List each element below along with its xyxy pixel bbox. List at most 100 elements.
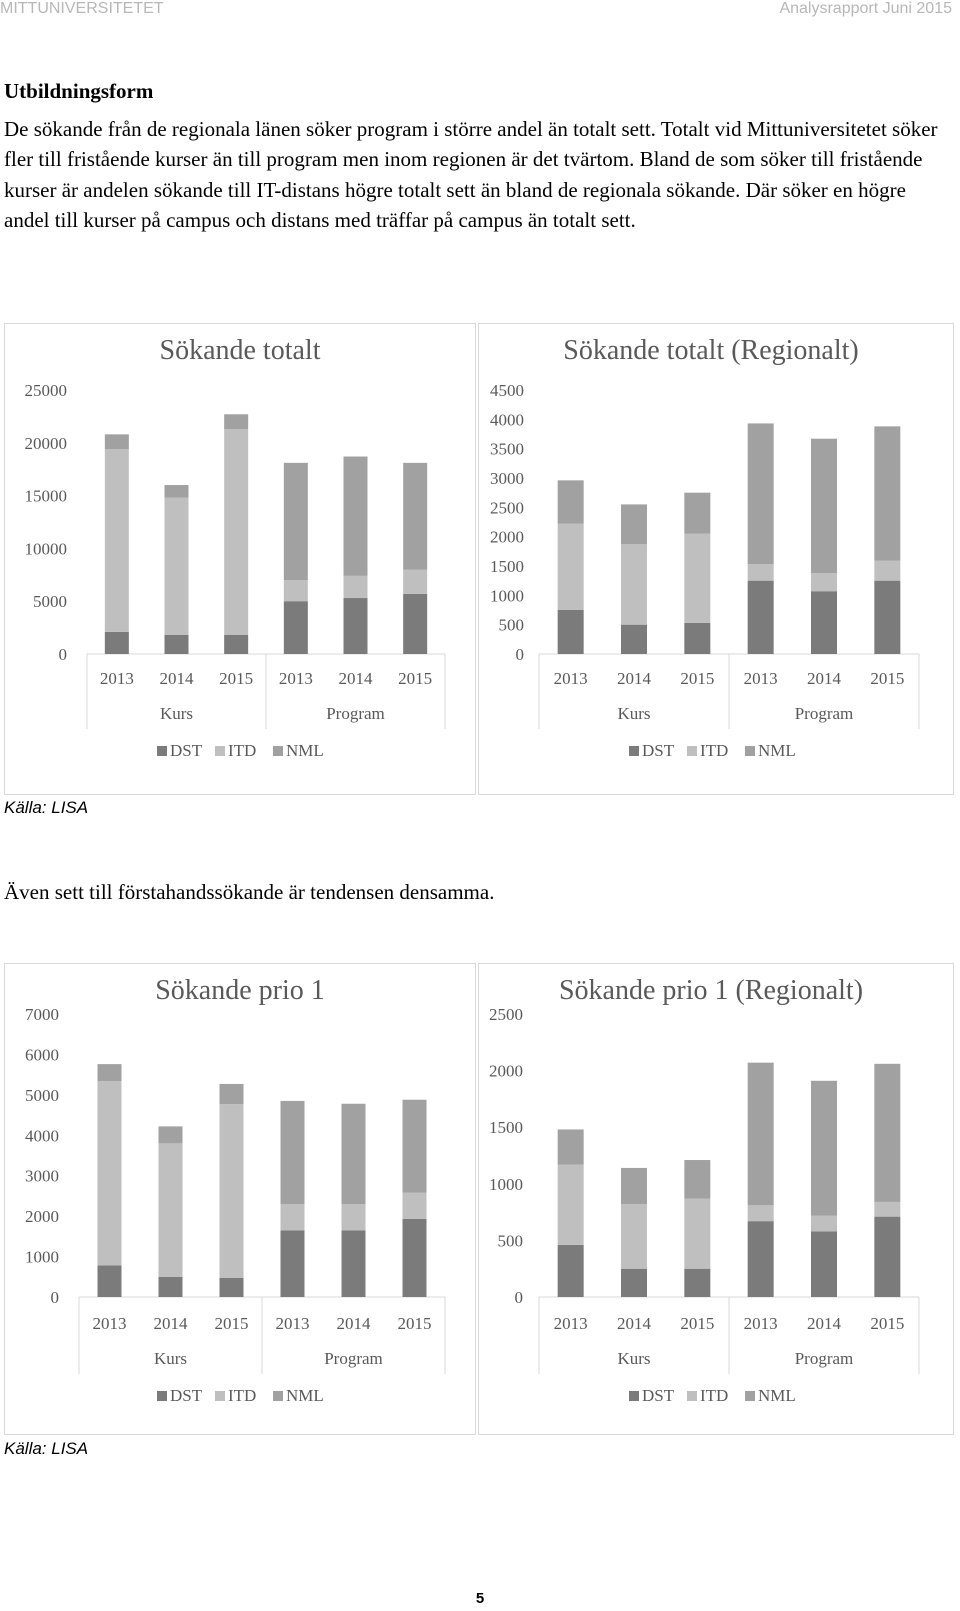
legend-label: ITD [700,1386,728,1405]
x-tick-label: 2013 [100,669,134,688]
bar-dst [621,624,647,654]
group-label: Program [326,704,385,723]
x-tick-label: 2013 [744,1314,778,1333]
bar-nml [341,1103,366,1205]
bar-dst [224,634,249,654]
legend-label: ITD [228,1386,256,1405]
y-tick-label: 10000 [25,539,68,558]
y-tick-label: 20000 [25,434,68,453]
y-tick-label: 1500 [490,557,524,576]
bar-itd [811,573,837,592]
bar-nml [747,1062,774,1206]
x-tick-label: 2013 [554,1314,588,1333]
bar-dst [97,1265,122,1297]
legend-label: DST [642,741,675,760]
y-tick-label: 25000 [25,381,68,400]
y-tick-label: 1000 [490,586,524,605]
x-tick-label: 2015 [680,669,714,688]
x-tick-label: 2014 [617,669,652,688]
bar-dst [557,1244,584,1297]
section-heading: Utbildningsform [4,79,154,103]
bar-dst [811,1231,837,1297]
y-tick-label: 7000 [25,1005,59,1024]
y-tick-label: 2500 [490,498,524,517]
bar-nml [747,423,774,565]
chart-title: Sökande totalt (Regionalt) [563,335,859,366]
y-tick-label: 3000 [490,469,524,488]
bar-itd [343,575,368,599]
legend-label: NML [286,741,324,760]
legend-swatch [157,746,167,756]
bar-nml [621,504,647,545]
y-tick-label: 1500 [489,1118,523,1137]
bar-dst [283,601,308,654]
bar-nml [557,1129,584,1165]
bar-nml [164,485,189,498]
bar-itd [811,1215,837,1232]
legend-swatch [745,1391,755,1401]
bar-nml [224,414,249,430]
legend-swatch [629,746,639,756]
bar-dst [402,1218,427,1297]
bar-dst [343,598,368,654]
x-tick-label: 2013 [276,1314,310,1333]
legend-label: DST [170,1386,203,1405]
bar-itd [557,523,584,610]
y-tick-label: 3000 [25,1167,59,1186]
legend-swatch [215,746,225,756]
bar-itd [402,1192,427,1219]
y-tick-label: 2000 [25,1207,59,1226]
source-note-2: Källa: LISA [4,1439,89,1458]
legend-label: DST [170,741,203,760]
bar-itd [874,560,901,581]
x-tick-label: 2013 [279,669,313,688]
x-tick-label: 2015 [215,1314,249,1333]
y-tick-label: 4500 [490,381,524,400]
group-label: Program [795,704,854,723]
bar-dst [104,631,129,654]
x-tick-label: 2014 [154,1314,189,1333]
x-tick-label: 2013 [554,669,588,688]
bar-itd [747,1205,774,1222]
bar-nml [621,1167,647,1205]
bar-dst [280,1230,305,1297]
legend-label: NML [286,1386,324,1405]
bar-dst [874,580,901,654]
legend-swatch [215,1391,225,1401]
group-label: Kurs [617,1349,650,1368]
bar-dst [164,634,189,654]
bar-nml [684,492,711,534]
bar-itd [283,580,308,602]
legend-label: NML [758,1386,796,1405]
bar-dst [684,622,711,654]
header-left: MITTUNIVERSITETET [0,0,164,17]
body-paragraph: De sökande från de regionala länen söker… [4,117,938,233]
bar-itd [621,544,647,625]
y-tick-label: 2500 [489,1005,523,1024]
header-right: Analysrapport Juni 2015 [779,0,952,17]
y-tick-label: 1000 [25,1248,59,1267]
y-tick-label: 0 [516,645,525,664]
x-tick-label: 2014 [337,1314,372,1333]
bar-itd [403,569,428,594]
bar-nml [158,1126,183,1144]
bar-nml [403,462,428,570]
chart-sokande-totalt-regionalt: Sökande totalt (Regionalt) 0 500 1000 1500 20… [478,323,954,795]
bar-itd [104,449,129,632]
bar-nml [219,1083,244,1105]
bar-itd [164,497,189,635]
bar-dst [747,580,774,654]
bar-dst [874,1216,901,1297]
legend-swatch [745,746,755,756]
bar-itd [747,564,774,581]
legend-swatch [629,1391,639,1401]
y-tick-label: 500 [498,1231,524,1250]
chart-sokande-prio1: Sökande prio 1 0 1000 2000 3000 4000 5000 6000 7… [4,963,476,1435]
group-label: Program [795,1349,854,1368]
x-tick-label: 2014 [160,669,195,688]
bar-nml [280,1100,305,1205]
y-tick-label: 3500 [490,440,524,459]
legend-label: ITD [700,741,728,760]
bar-dst [747,1221,774,1297]
bar-nml [283,462,308,581]
